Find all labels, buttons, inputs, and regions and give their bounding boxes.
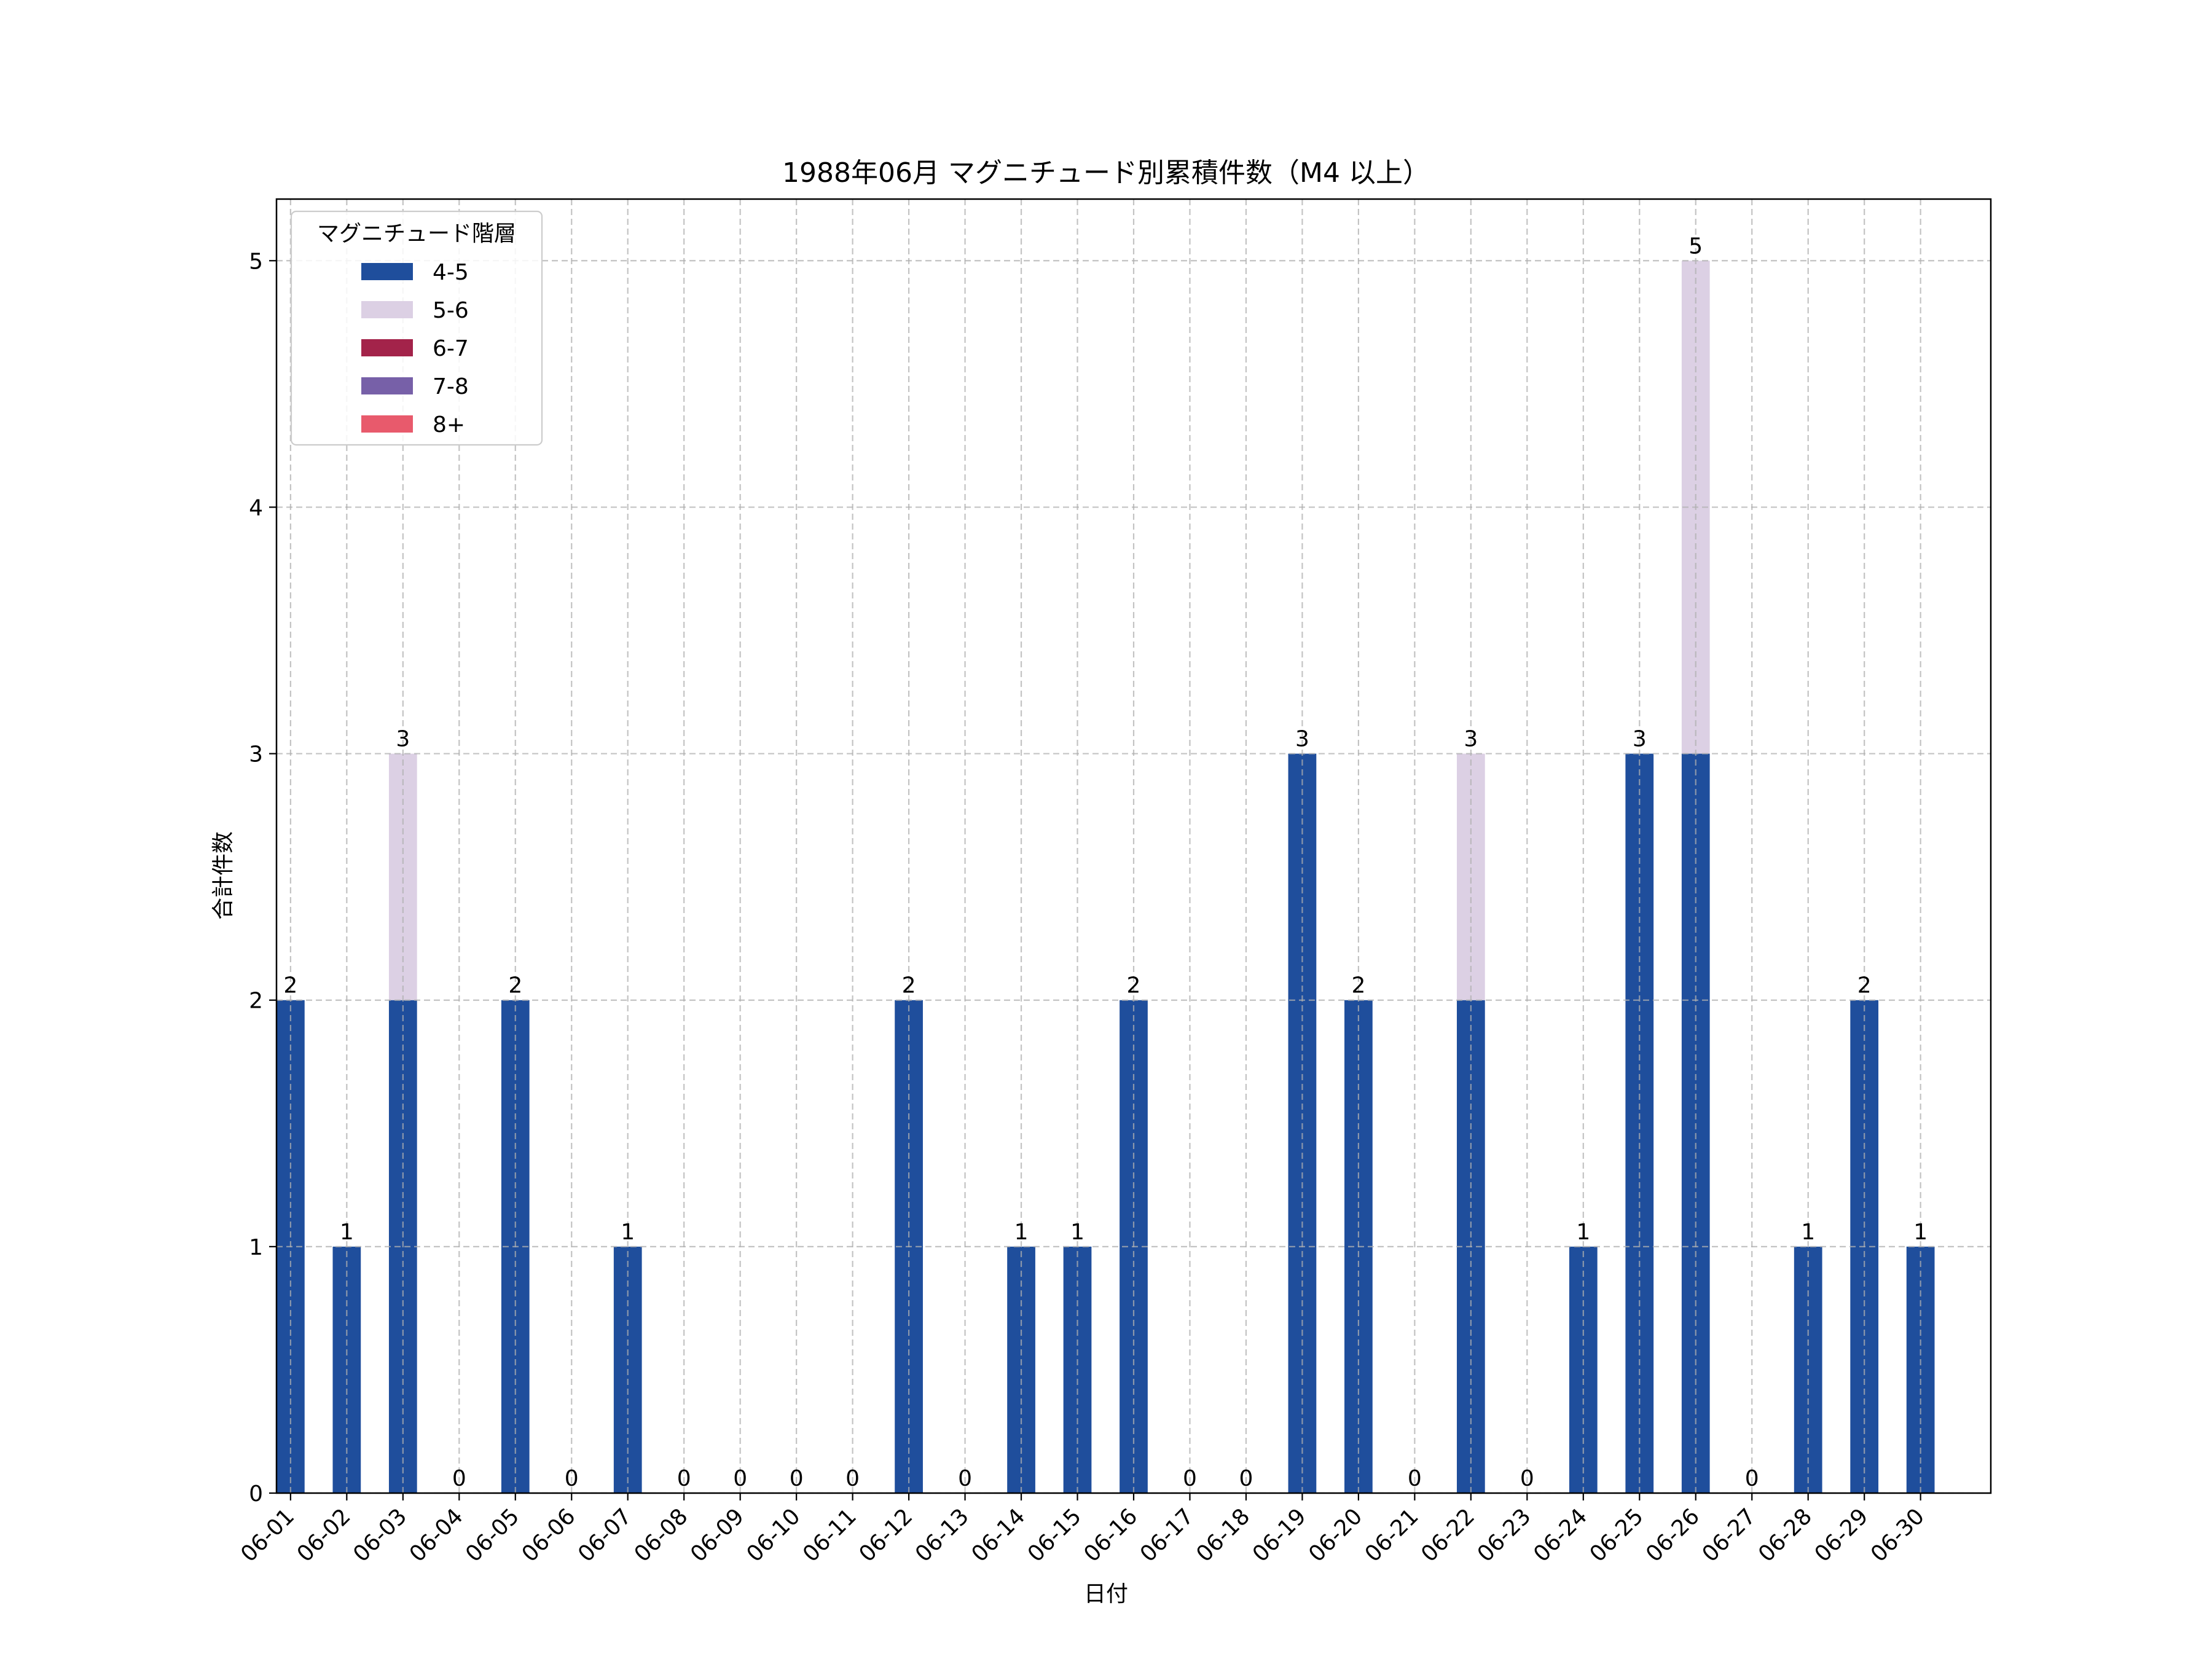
x-tick-label: 06-23 (1473, 1504, 1536, 1567)
data-label: 0 (1239, 1466, 1253, 1491)
data-label: 1 (1801, 1220, 1815, 1245)
x-tick-label: 06-22 (1416, 1504, 1480, 1567)
y-tick-label: 4 (249, 495, 263, 520)
x-tick-label: 06-13 (911, 1504, 974, 1567)
legend-swatch-7-8 (361, 377, 413, 394)
x-tick-label: 06-20 (1304, 1504, 1367, 1567)
x-tick-label: 06-01 (236, 1504, 299, 1567)
x-tick-label: 06-17 (1135, 1504, 1199, 1567)
data-label: 3 (396, 727, 410, 752)
data-label: 1 (1070, 1220, 1084, 1245)
y-tick-label: 5 (249, 249, 263, 274)
x-tick-label: 06-29 (1810, 1504, 1873, 1567)
legend-swatch-6-7 (361, 339, 413, 356)
x-tick-label: 06-11 (798, 1504, 861, 1567)
data-label: 0 (1745, 1466, 1759, 1491)
data-label: 1 (1913, 1220, 1928, 1245)
data-label: 1 (621, 1220, 635, 1245)
data-label: 0 (958, 1466, 972, 1491)
data-label: 2 (902, 973, 916, 998)
x-tick-label: 06-21 (1360, 1504, 1424, 1567)
data-label: 0 (565, 1466, 579, 1491)
x-tick-label: 06-05 (461, 1504, 524, 1567)
x-tick-label: 06-26 (1641, 1504, 1704, 1567)
x-axis-label: 日付 (1084, 1582, 1128, 1607)
legend: マグニチュード階層 4-5 5-6 6-7 7-8 8+ (290, 210, 543, 446)
legend-label-4-5: 4-5 (433, 260, 469, 285)
bars-group (276, 261, 1935, 1493)
data-label: 0 (1408, 1466, 1422, 1491)
data-label: 3 (1464, 727, 1478, 752)
data-label: 0 (845, 1466, 860, 1491)
x-tick-label: 06-25 (1585, 1504, 1649, 1567)
data-label: 2 (1351, 973, 1365, 998)
x-tick-label: 06-03 (348, 1504, 412, 1567)
chart-title: 1988年06月 マグニチュード別累積件数（M4 以上） (782, 157, 1430, 189)
y-axis-label: 合計件数 (211, 831, 236, 920)
y-tick-label: 2 (249, 989, 263, 1014)
legend-title: マグニチュード階層 (317, 221, 516, 246)
legend-swatch-4-5 (361, 263, 413, 280)
y-tick-label: 0 (249, 1481, 263, 1507)
x-tick-label: 06-02 (292, 1504, 356, 1567)
data-label: 1 (1014, 1220, 1029, 1245)
y-tick-label: 3 (249, 742, 263, 767)
data-label: 2 (1127, 973, 1141, 998)
x-tick-label: 06-10 (742, 1504, 806, 1567)
x-tick-label: 06-15 (1023, 1504, 1086, 1567)
data-label: 0 (733, 1466, 747, 1491)
x-tick-label: 06-24 (1529, 1504, 1592, 1567)
data-label: 0 (677, 1466, 691, 1491)
legend-label-5-6: 5-6 (433, 298, 469, 323)
y-tick-label: 1 (249, 1235, 263, 1260)
data-label: 3 (1633, 727, 1647, 752)
data-label: 0 (1183, 1466, 1197, 1491)
data-label: 1 (1576, 1220, 1590, 1245)
data-label: 0 (1520, 1466, 1534, 1491)
x-tick-label: 06-27 (1698, 1504, 1761, 1567)
x-tick-label: 06-08 (630, 1504, 693, 1567)
x-tick-label: 06-12 (855, 1504, 918, 1567)
x-tick-label: 06-06 (517, 1504, 581, 1567)
x-tick-label: 06-18 (1191, 1504, 1255, 1567)
data-label: 0 (790, 1466, 804, 1491)
legend-swatch-5-6 (361, 301, 413, 318)
data-label: 3 (1295, 727, 1309, 752)
legend-label-7-8: 7-8 (433, 374, 469, 399)
data-label: 1 (340, 1220, 354, 1245)
x-tick-label: 06-04 (405, 1504, 468, 1567)
x-tick-label: 06-30 (1866, 1504, 1929, 1567)
x-tick-label: 06-19 (1248, 1504, 1311, 1567)
legend-label-8+: 8+ (433, 412, 465, 437)
data-label: 2 (283, 973, 297, 998)
legend-label-6-7: 6-7 (433, 336, 469, 361)
x-tick-label: 06-16 (1079, 1504, 1142, 1567)
data-label: 5 (1688, 233, 1703, 259)
data-label: 0 (452, 1466, 466, 1491)
data-label: 2 (1857, 973, 1872, 998)
data-label: 2 (508, 973, 522, 998)
x-tick-label: 06-28 (1754, 1504, 1817, 1567)
x-tick-label: 06-07 (573, 1504, 637, 1567)
legend-box (290, 210, 543, 446)
legend-swatch-8+ (361, 415, 413, 433)
x-tick-label: 06-09 (686, 1504, 749, 1567)
x-tick-label: 06-14 (967, 1504, 1030, 1567)
